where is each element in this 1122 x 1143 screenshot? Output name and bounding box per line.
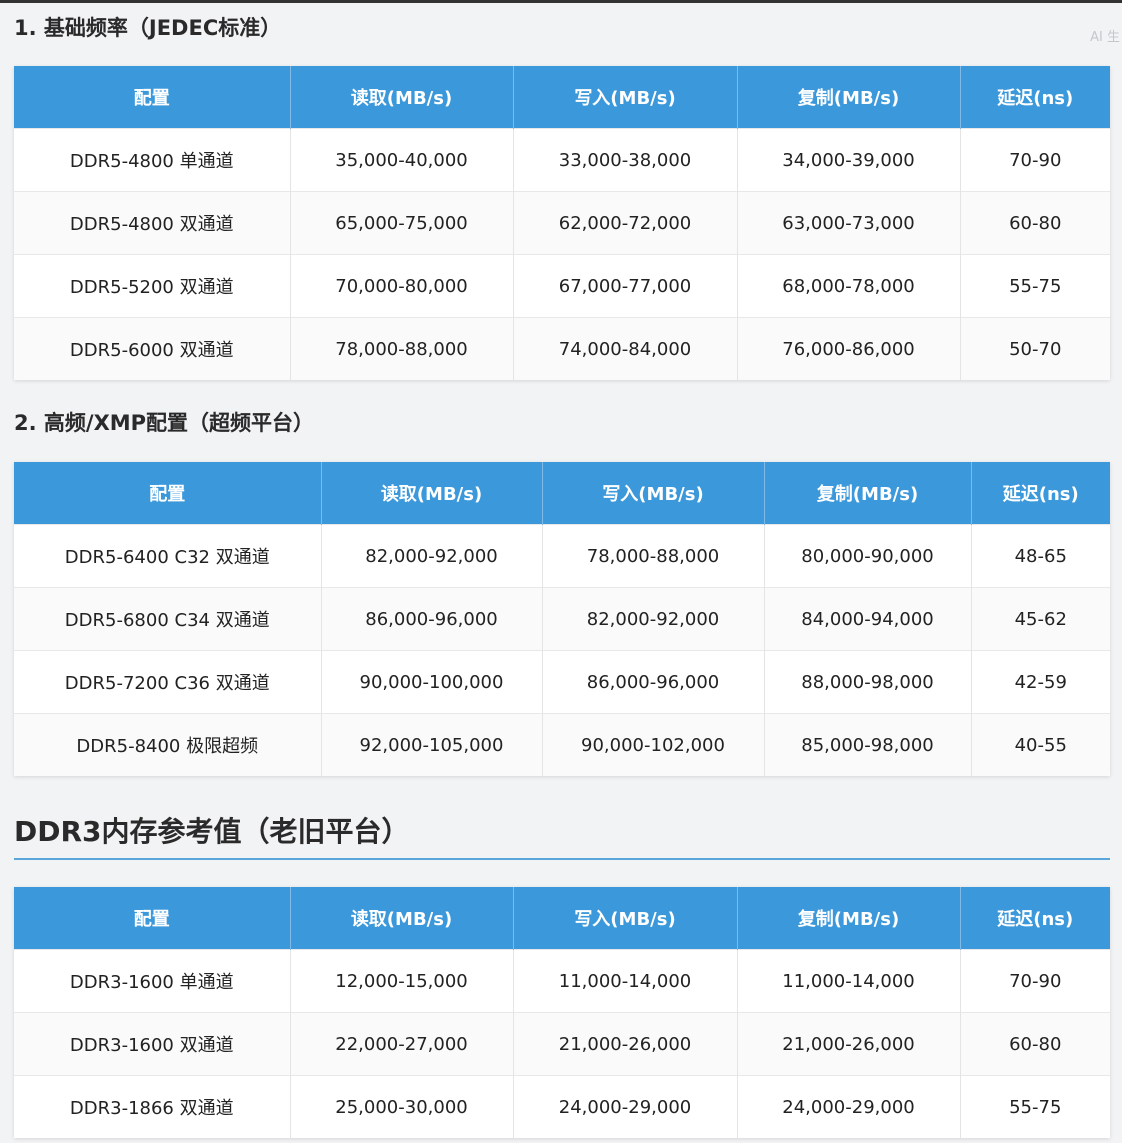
table-cell: DDR3-1600 单通道 xyxy=(14,949,291,1013)
table-cell: 70-90 xyxy=(960,128,1110,192)
table-cell: 76,000-86,000 xyxy=(737,317,961,380)
table-cell: 74,000-84,000 xyxy=(513,317,738,380)
table-cell: 33,000-38,000 xyxy=(513,128,738,192)
table-header-row: 配置 读取(MB/s) 写入(MB/s) 复制(MB/s) 延迟(ns) xyxy=(14,887,1110,950)
table-cell: 70,000-80,000 xyxy=(290,254,514,318)
table-cell: 48-65 xyxy=(971,524,1110,588)
table-cell: DDR5-6400 C32 双通道 xyxy=(14,524,322,588)
table-row: DDR5-4800 单通道 35,000-40,000 33,000-38,000 3… xyxy=(14,128,1110,192)
table-cell: 68,000-78,000 xyxy=(737,254,961,318)
table-row: DDR5-6000 双通道 78,000-88,000 74,000-84,000 7… xyxy=(14,317,1110,380)
table-xmp: 配置 读取(MB/s) 写入(MB/s) 复制(MB/s) 延迟(ns) DDR5-640… xyxy=(14,462,1110,776)
table-cell: 86,000-96,000 xyxy=(542,650,765,714)
column-header: 延迟(ns) xyxy=(960,66,1110,129)
table-cell: 24,000-29,000 xyxy=(513,1075,738,1138)
table-cell: 21,000-26,000 xyxy=(513,1012,738,1076)
table-cell: 35,000-40,000 xyxy=(290,128,514,192)
table-cell: 86,000-96,000 xyxy=(321,587,543,651)
table-cell: 24,000-29,000 xyxy=(737,1075,961,1138)
column-header: 配置 xyxy=(14,462,322,525)
table-row: DDR5-7200 C36 双通道 90,000-100,000 86,000-96… xyxy=(14,650,1110,714)
section-divider xyxy=(14,858,1110,860)
table-row: DDR5-5200 双通道 70,000-80,000 67,000-77,000 6… xyxy=(14,254,1110,318)
table-header-row: 配置 读取(MB/s) 写入(MB/s) 复制(MB/s) 延迟(ns) xyxy=(14,66,1110,129)
column-header: 复制(MB/s) xyxy=(737,66,961,129)
column-header: 配置 xyxy=(14,66,291,129)
table-cell: DDR5-4800 单通道 xyxy=(14,128,291,192)
table-row: DDR3-1600 单通道 12,000-15,000 11,000-14,000 1… xyxy=(14,949,1110,1013)
table-cell: 67,000-77,000 xyxy=(513,254,738,318)
ai-watermark: AI 生 xyxy=(1090,30,1120,45)
table-cell: DDR3-1866 双通道 xyxy=(14,1075,291,1138)
table-jedec: 配置 读取(MB/s) 写入(MB/s) 复制(MB/s) 延迟(ns) DDR5-480… xyxy=(14,66,1110,380)
column-header: 复制(MB/s) xyxy=(737,887,961,950)
table-cell: 90,000-100,000 xyxy=(321,650,543,714)
column-header: 读取(MB/s) xyxy=(321,462,543,525)
table-row: DDR5-8400 极限超频 92,000-105,000 90,000-102,0… xyxy=(14,713,1110,776)
table-cell: 45-62 xyxy=(971,587,1110,651)
table-cell: 40-55 xyxy=(971,713,1110,776)
table-cell: 92,000-105,000 xyxy=(321,713,543,776)
table-cell: 82,000-92,000 xyxy=(542,587,765,651)
table-cell: 42-59 xyxy=(971,650,1110,714)
column-header: 写入(MB/s) xyxy=(513,887,738,950)
column-header: 延迟(ns) xyxy=(960,887,1110,950)
table-cell: DDR3-1600 双通道 xyxy=(14,1012,291,1076)
table-cell: 12,000-15,000 xyxy=(290,949,514,1013)
section-title-xmp: 2. 高频/XMP配置（超频平台） xyxy=(14,411,315,435)
table-cell: DDR5-5200 双通道 xyxy=(14,254,291,318)
table-cell: 60-80 xyxy=(960,1012,1110,1076)
column-header: 配置 xyxy=(14,887,291,950)
table-cell: DDR5-7200 C36 双通道 xyxy=(14,650,322,714)
table-cell: 70-90 xyxy=(960,949,1110,1013)
table-cell: 82,000-92,000 xyxy=(321,524,543,588)
table-cell: 85,000-98,000 xyxy=(764,713,972,776)
table-cell: 88,000-98,000 xyxy=(764,650,972,714)
table-cell: 55-75 xyxy=(960,254,1110,318)
table-cell: 60-80 xyxy=(960,191,1110,255)
table-cell: 65,000-75,000 xyxy=(290,191,514,255)
table-header-row: 配置 读取(MB/s) 写入(MB/s) 复制(MB/s) 延迟(ns) xyxy=(14,462,1110,525)
section-title-ddr3: DDR3内存参考值（老旧平台） xyxy=(14,815,410,848)
column-header: 复制(MB/s) xyxy=(764,462,972,525)
table-cell: 11,000-14,000 xyxy=(513,949,738,1013)
table-row: DDR5-6400 C32 双通道 82,000-92,000 78,000-88,… xyxy=(14,524,1110,588)
table-cell: 78,000-88,000 xyxy=(542,524,765,588)
column-header: 读取(MB/s) xyxy=(290,66,514,129)
column-header: 写入(MB/s) xyxy=(513,66,738,129)
table-row: DDR5-6800 C34 双通道 86,000-96,000 82,000-92,… xyxy=(14,587,1110,651)
top-border xyxy=(0,0,1122,3)
column-header: 写入(MB/s) xyxy=(542,462,765,525)
table-cell: 55-75 xyxy=(960,1075,1110,1138)
table-cell: 25,000-30,000 xyxy=(290,1075,514,1138)
table-cell: 63,000-73,000 xyxy=(737,191,961,255)
table-cell: 62,000-72,000 xyxy=(513,191,738,255)
table-ddr3: 配置 读取(MB/s) 写入(MB/s) 复制(MB/s) 延迟(ns) DDR3-160… xyxy=(14,887,1110,1138)
table-cell: 22,000-27,000 xyxy=(290,1012,514,1076)
table-cell: 80,000-90,000 xyxy=(764,524,972,588)
table-row: DDR3-1600 双通道 22,000-27,000 21,000-26,000 2… xyxy=(14,1012,1110,1076)
table-cell: DDR5-6000 双通道 xyxy=(14,317,291,380)
table-cell: 90,000-102,000 xyxy=(542,713,765,776)
table-cell: 50-70 xyxy=(960,317,1110,380)
table-cell: DDR5-4800 双通道 xyxy=(14,191,291,255)
table-cell: 11,000-14,000 xyxy=(737,949,961,1013)
table-cell: DDR5-6800 C34 双通道 xyxy=(14,587,322,651)
table-row: DDR3-1866 双通道 25,000-30,000 24,000-29,000 2… xyxy=(14,1075,1110,1138)
table-cell: 21,000-26,000 xyxy=(737,1012,961,1076)
section-title-jedec: 1. 基础频率（JEDEC标准） xyxy=(14,16,282,40)
table-row: DDR5-4800 双通道 65,000-75,000 62,000-72,000 6… xyxy=(14,191,1110,255)
column-header: 延迟(ns) xyxy=(971,462,1110,525)
table-cell: 34,000-39,000 xyxy=(737,128,961,192)
column-header: 读取(MB/s) xyxy=(290,887,514,950)
table-cell: 78,000-88,000 xyxy=(290,317,514,380)
table-cell: 84,000-94,000 xyxy=(764,587,972,651)
table-cell: DDR5-8400 极限超频 xyxy=(14,713,322,776)
